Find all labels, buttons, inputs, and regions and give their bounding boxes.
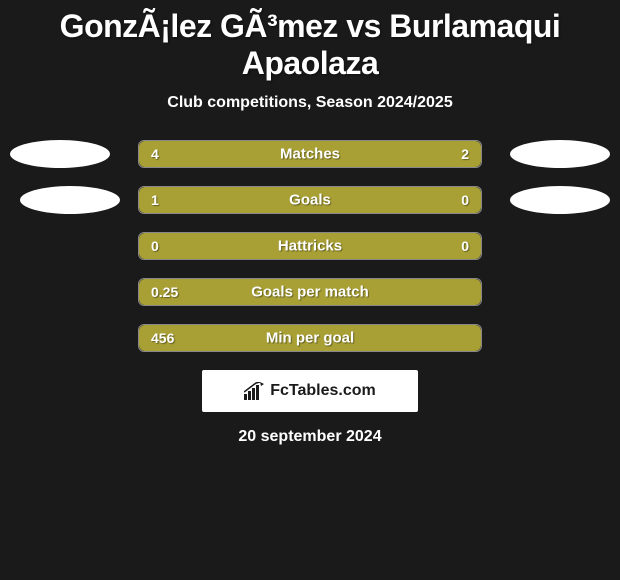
value-left: 456 xyxy=(151,330,174,346)
stat-label: Hattricks xyxy=(278,238,342,255)
bar-container: 0 Hattricks 0 xyxy=(138,232,482,260)
bar-right xyxy=(406,187,481,213)
branding-text: FcTables.com xyxy=(270,382,376,400)
team-logo-left xyxy=(20,186,120,214)
value-left: 0 xyxy=(151,238,159,254)
value-right: 0 xyxy=(461,192,469,208)
stat-row-goals: 1 Goals 0 xyxy=(0,186,620,214)
stat-label: Goals per match xyxy=(251,284,369,301)
stat-row-min-per-goal: 456 Min per goal xyxy=(0,324,620,352)
stat-label: Goals xyxy=(289,192,331,209)
team-logo-right xyxy=(510,140,610,168)
bar-left xyxy=(139,187,406,213)
stat-label: Matches xyxy=(280,146,340,163)
comparison-infographic: GonzÃ¡lez GÃ³mez vs Burlamaqui Apaolaza … xyxy=(0,0,620,446)
stat-row-matches: 4 Matches 2 xyxy=(0,140,620,168)
bar-container: 4 Matches 2 xyxy=(138,140,482,168)
page-title: GonzÃ¡lez GÃ³mez vs Burlamaqui Apaolaza xyxy=(0,8,620,82)
team-logo-left xyxy=(10,140,110,168)
value-right: 2 xyxy=(461,146,469,162)
value-left: 1 xyxy=(151,192,159,208)
bar-container: 1 Goals 0 xyxy=(138,186,482,214)
subtitle: Club competitions, Season 2024/2025 xyxy=(0,94,620,112)
branding-inner: FcTables.com xyxy=(244,382,376,400)
value-left: 0.25 xyxy=(151,284,178,300)
stat-row-hattricks: 0 Hattricks 0 xyxy=(0,232,620,260)
date-text: 20 september 2024 xyxy=(0,428,620,446)
stats-area: 4 Matches 2 1 Goals 0 0 Hattricks 0 xyxy=(0,140,620,352)
bar-container: 456 Min per goal xyxy=(138,324,482,352)
stat-row-goals-per-match: 0.25 Goals per match xyxy=(0,278,620,306)
team-logo-right xyxy=(510,186,610,214)
branding-box: FcTables.com xyxy=(202,370,418,412)
stat-label: Min per goal xyxy=(266,330,354,347)
value-left: 4 xyxy=(151,146,159,162)
value-right: 0 xyxy=(461,238,469,254)
bar-container: 0.25 Goals per match xyxy=(138,278,482,306)
chart-icon xyxy=(244,382,266,400)
